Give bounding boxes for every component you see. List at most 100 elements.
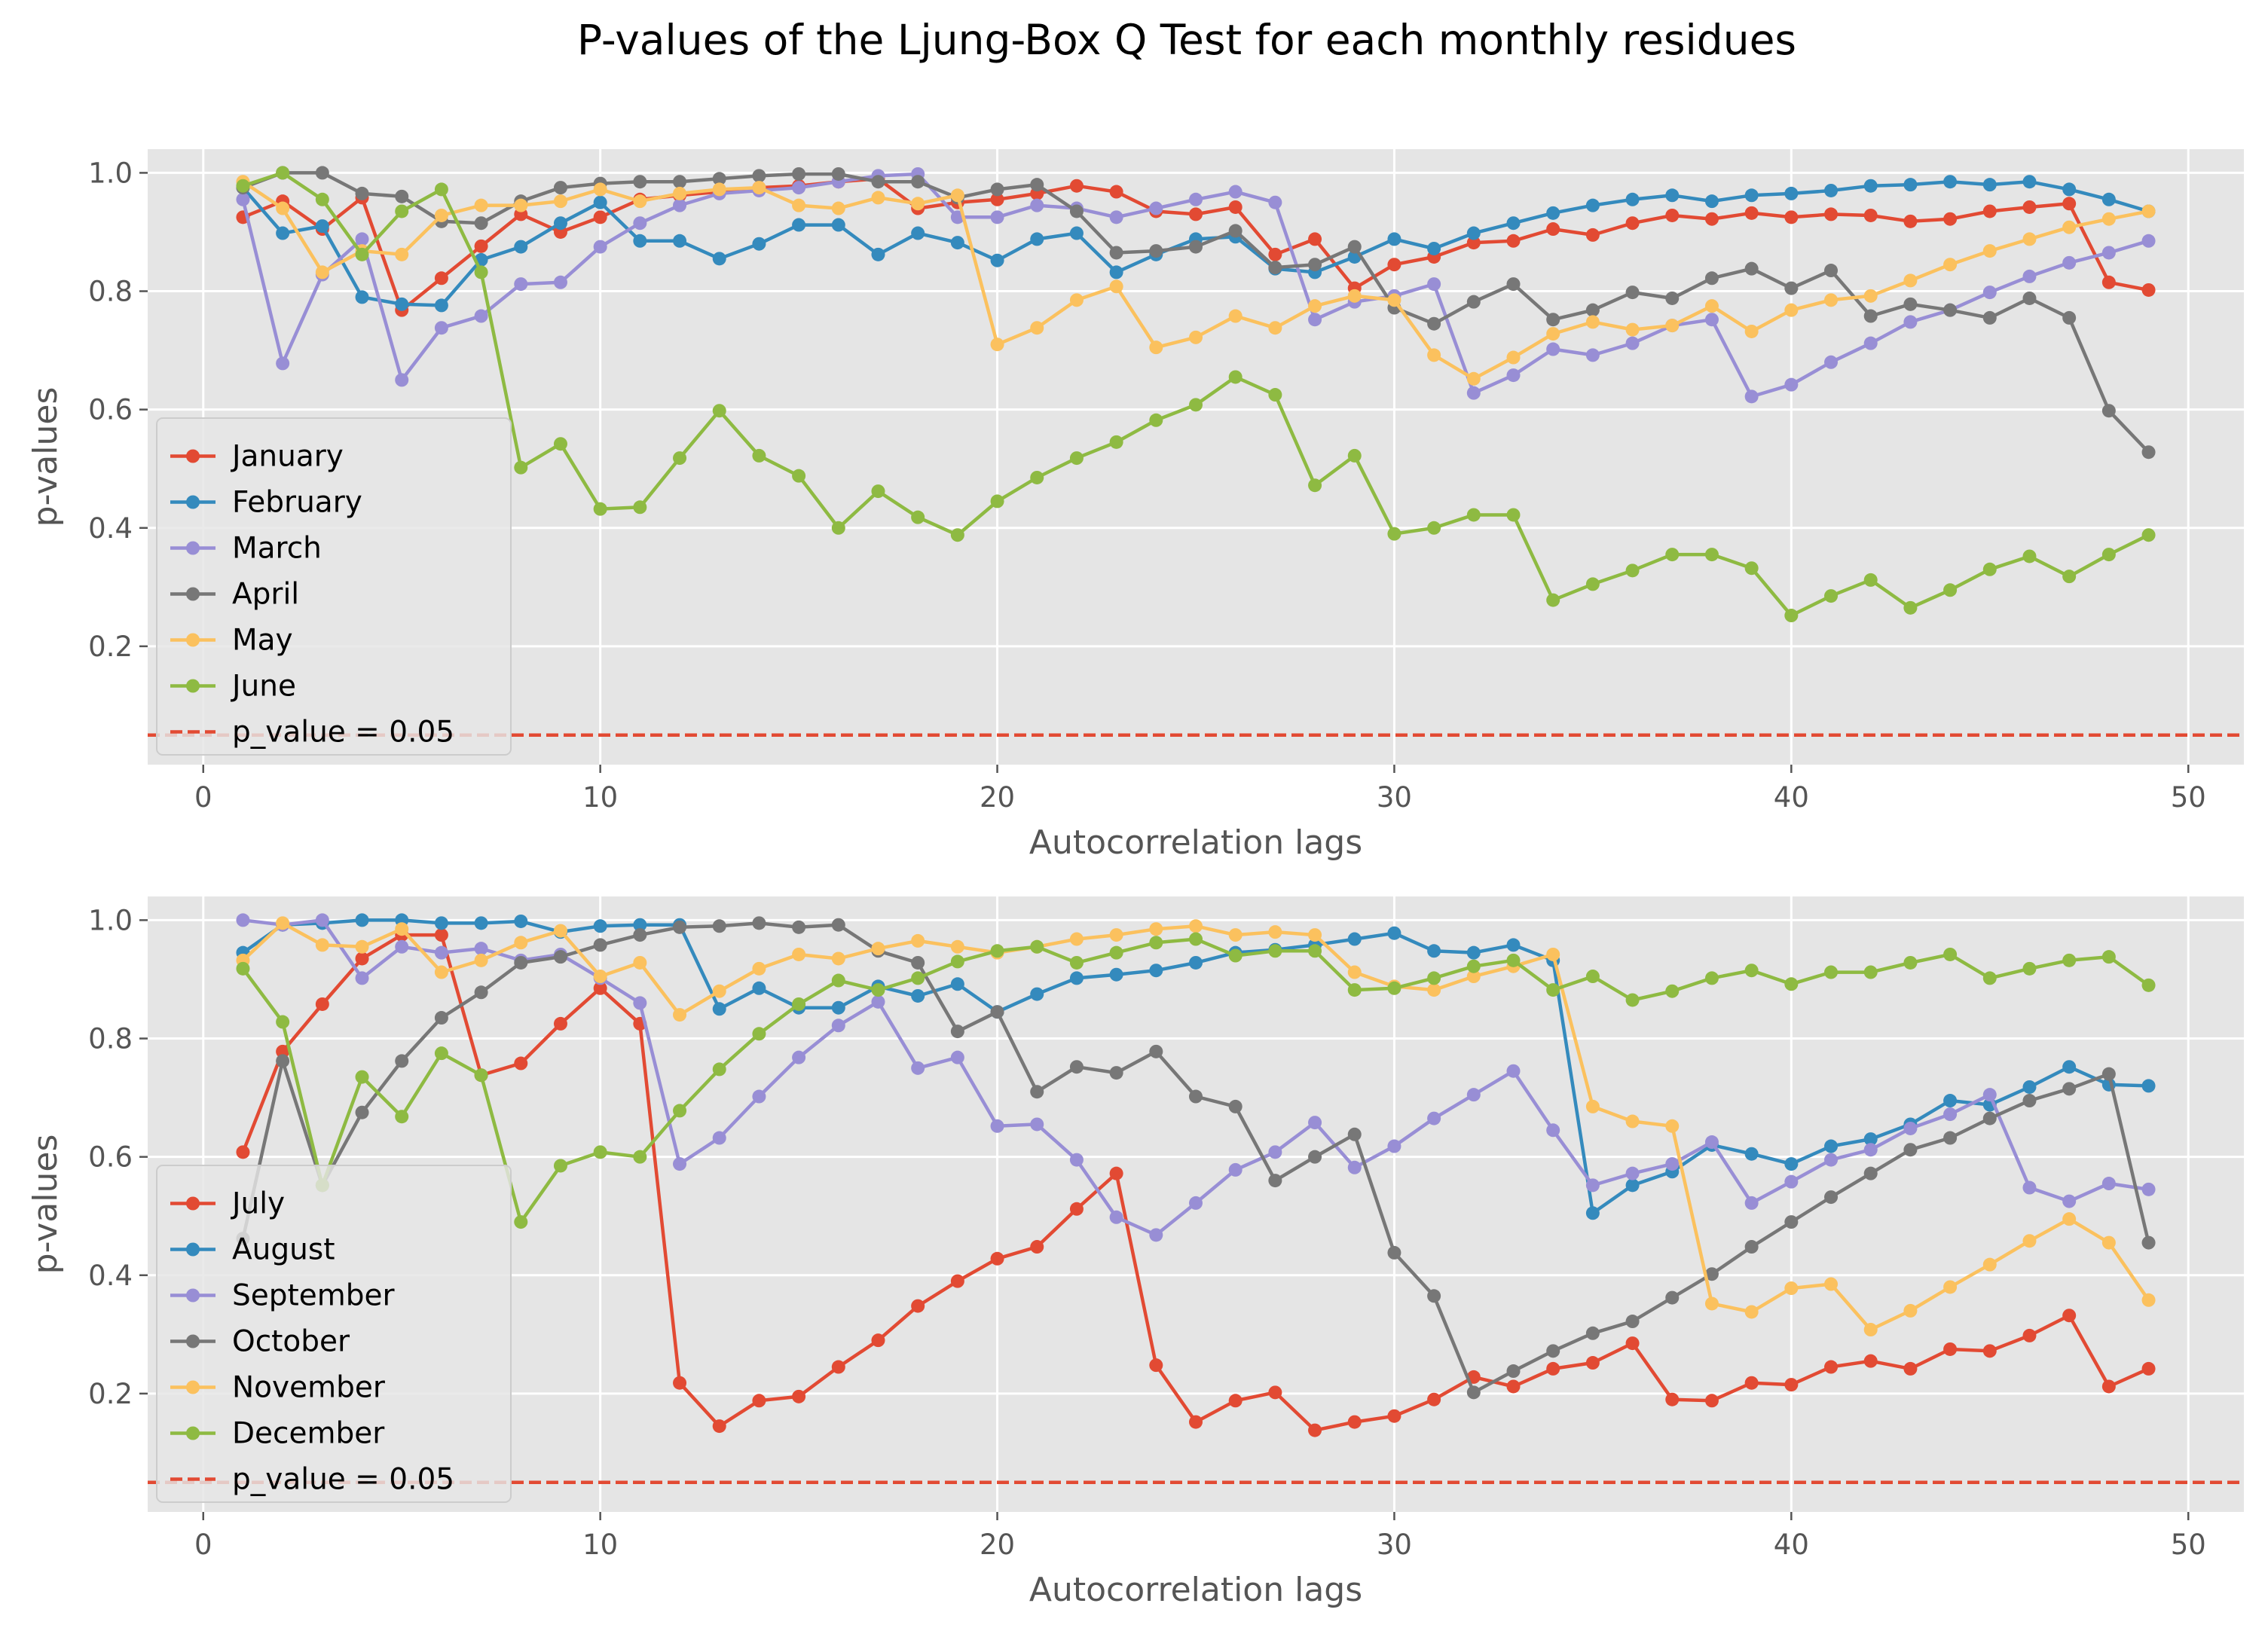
data-point (1347, 289, 1362, 303)
data-point (673, 1104, 687, 1118)
data-point (1863, 965, 1878, 979)
data-point (1149, 1358, 1163, 1373)
data-point (355, 971, 369, 985)
data-point (2062, 220, 2077, 234)
data-point (1943, 1342, 1958, 1356)
data-point (276, 166, 290, 180)
data-point (1427, 971, 1441, 985)
data-point (276, 1044, 290, 1058)
data-point (950, 954, 964, 969)
legend-label: January (230, 440, 344, 474)
data-point (1228, 224, 1243, 238)
data-point (395, 1110, 409, 1124)
data-point (395, 939, 409, 954)
data-point (1268, 247, 1282, 261)
data-point (1308, 299, 1322, 313)
data-point (1149, 341, 1163, 355)
data-point (1506, 1379, 1521, 1394)
data-point (871, 983, 885, 997)
data-point (673, 186, 687, 200)
data-point (792, 997, 806, 1011)
data-point (1109, 1210, 1123, 1224)
data-point (1189, 192, 1203, 206)
data-point (1506, 277, 1521, 292)
data-point (276, 1054, 290, 1068)
data-point (593, 1145, 607, 1159)
data-point (1704, 299, 1719, 313)
data-point (2022, 232, 2037, 246)
data-point (236, 961, 250, 976)
legend-label: July (230, 1187, 285, 1221)
legend-label: November (232, 1371, 386, 1405)
data-point (2141, 978, 2156, 992)
data-point (2141, 445, 2156, 460)
data-point (990, 253, 1004, 267)
data-point (1109, 1066, 1123, 1080)
data-point (871, 175, 885, 189)
data-point (1665, 548, 1680, 562)
y-tick-label: 1.0 (88, 157, 133, 189)
data-point (1585, 1356, 1600, 1370)
data-point (553, 194, 567, 209)
data-point (1625, 322, 1640, 337)
data-point (2101, 1235, 2116, 1250)
data-point (1427, 944, 1441, 958)
data-point (1268, 195, 1282, 209)
legend-marker (186, 633, 200, 647)
data-point (1228, 1099, 1243, 1113)
data-point (1308, 478, 1322, 493)
data-point (792, 218, 806, 232)
data-point (2101, 404, 2116, 418)
y-tick-label: 0.2 (88, 631, 133, 663)
data-point (1347, 965, 1362, 979)
data-point (1863, 1166, 1878, 1180)
data-point (950, 939, 964, 954)
data-point (831, 1000, 845, 1015)
data-point (792, 1050, 806, 1064)
data-point (1189, 919, 1203, 933)
data-point (1189, 330, 1203, 344)
data-point (1625, 192, 1640, 206)
data-point (1268, 1145, 1282, 1159)
legend-label: p_value = 0.05 (232, 716, 454, 750)
data-point (1943, 175, 1958, 189)
data-point (712, 1002, 726, 1016)
data-point (1387, 232, 1401, 246)
data-point (1704, 1394, 1719, 1408)
data-point (553, 216, 567, 231)
data-point (2022, 269, 2037, 283)
legend-item: December (170, 1417, 385, 1451)
data-point (1189, 1415, 1203, 1429)
data-point (1943, 212, 1958, 226)
data-point (1387, 926, 1401, 940)
data-point (831, 201, 845, 215)
x-tick-label: 20 (980, 781, 1015, 814)
data-point (236, 1145, 250, 1159)
data-point (673, 1008, 687, 1022)
data-point (236, 179, 250, 193)
data-point (1427, 316, 1441, 331)
data-point (712, 172, 726, 186)
data-point (1585, 577, 1600, 591)
data-point (1665, 1392, 1680, 1406)
data-point (1744, 324, 1759, 338)
data-point (514, 460, 528, 475)
data-point (1546, 983, 1560, 997)
data-point (276, 226, 290, 240)
x-tick-label: 20 (980, 1529, 1015, 1561)
data-point (474, 198, 488, 212)
data-point (1308, 928, 1322, 942)
data-point (1824, 355, 1839, 369)
data-point (1625, 1336, 1640, 1351)
data-point (1625, 1315, 1640, 1329)
data-point (1506, 953, 1521, 967)
data-point (1466, 236, 1481, 250)
data-point (1506, 234, 1521, 248)
data-point (395, 189, 409, 203)
data-point (1466, 1385, 1481, 1400)
data-point (831, 973, 845, 988)
y-tick-label: 0.4 (88, 512, 133, 545)
legend-item: February (170, 486, 362, 520)
legend: July August September October November Decemb… (156, 1165, 512, 1503)
data-point (1982, 1344, 1997, 1358)
